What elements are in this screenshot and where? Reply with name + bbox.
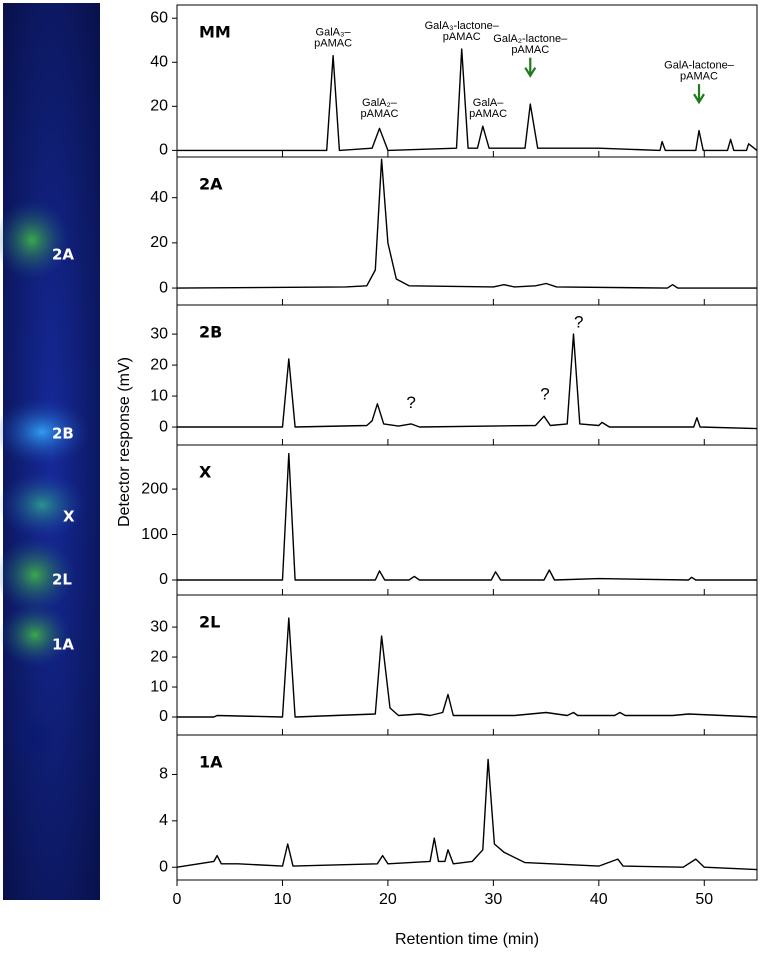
y-tick-label: 40 xyxy=(150,189,168,206)
annotation: pAMAC xyxy=(443,31,481,43)
x-axis-label: Retention time (min) xyxy=(395,931,539,948)
y-tick-label: 4 xyxy=(159,812,168,829)
gel-band xyxy=(0,471,86,539)
panel-frame xyxy=(176,156,758,306)
y-tick-label: 20 xyxy=(150,98,168,115)
x-tick-label: 10 xyxy=(274,891,292,908)
y-tick-label: 40 xyxy=(150,53,168,70)
panel-frame xyxy=(176,444,758,596)
y-tick-label: 30 xyxy=(150,618,168,635)
y-tick-label: 200 xyxy=(141,480,168,497)
panel: 0 20 40 2A xyxy=(150,156,758,306)
gel-band xyxy=(0,200,70,280)
annotation: pAMAC xyxy=(314,37,352,49)
y-tick-label: 8 xyxy=(159,766,168,783)
panel-frame xyxy=(176,304,758,446)
panel-title: 2L xyxy=(199,613,220,632)
annotation: GalA₂-lactone– xyxy=(493,33,568,45)
y-tick-label: 10 xyxy=(150,678,168,695)
y-tick-label: 20 xyxy=(150,648,168,665)
y-tick-label: 10 xyxy=(150,387,168,404)
trace xyxy=(177,452,757,581)
annotation: GalA₂– xyxy=(362,97,398,109)
panel-title: 2B xyxy=(199,323,222,342)
annotation: pAMAC xyxy=(361,108,399,120)
annotation: GalA₃– xyxy=(316,26,352,38)
trace xyxy=(176,158,757,289)
x-tick-label: 0 xyxy=(173,891,182,908)
y-tick-label: 0 xyxy=(159,571,168,588)
trace xyxy=(177,617,758,718)
y-tick-label: 30 xyxy=(150,325,168,342)
x-tick-label: 50 xyxy=(695,891,713,908)
y-tick-label: 0 xyxy=(159,279,168,296)
y-tick-label: 0 xyxy=(159,708,168,725)
annotation-arrowhead xyxy=(524,67,537,78)
annotation: ? xyxy=(406,393,415,412)
y-axis-label: Detector response (mV) xyxy=(116,357,133,527)
y-tick-label: 60 xyxy=(150,9,168,26)
annotation: GalA₃-lactone– xyxy=(425,20,500,32)
gel-label: 2B xyxy=(52,425,74,443)
panel-frame xyxy=(176,734,758,881)
annotation: ? xyxy=(574,313,583,332)
gel-band xyxy=(0,603,71,667)
annotation: pAMAC xyxy=(680,71,718,83)
panel: 0 100 200 X xyxy=(141,444,758,596)
y-tick-label: 20 xyxy=(150,356,168,373)
trace xyxy=(177,48,758,152)
y-tick-label: 0 xyxy=(159,418,168,435)
y-tick-label: 0 xyxy=(159,858,168,875)
annotation-arrowhead xyxy=(693,93,705,105)
annotation: pAMAC xyxy=(469,108,507,120)
gel-image: 2A 2B X 2L 1A xyxy=(0,3,100,900)
gel-label: 1A xyxy=(52,636,74,654)
y-tick-label: 20 xyxy=(150,234,168,251)
panel-frame xyxy=(176,594,758,736)
annotation: GalA– xyxy=(473,97,504,109)
annotation: pAMAC xyxy=(511,44,549,56)
panel-title: 2A xyxy=(199,175,223,194)
annotation: ? xyxy=(540,385,549,404)
x-tick-label: 40 xyxy=(590,891,608,908)
panel: 0 4 8 0 10 20 30 40 50 1A xyxy=(159,734,758,908)
y-tick-label: 100 xyxy=(141,526,168,543)
panel-title: 1A xyxy=(199,753,223,772)
panel-title: MM xyxy=(199,23,231,42)
gel-band xyxy=(8,712,56,764)
panel: 0 10 20 30 2B??? xyxy=(150,304,758,446)
annotation: GalA-lactone– xyxy=(664,60,735,72)
y-tick-label: 0 xyxy=(159,142,168,159)
x-tick-label: 20 xyxy=(379,891,397,908)
gel-label: X xyxy=(63,508,75,526)
x-tick-label: 30 xyxy=(484,891,502,908)
gel-band xyxy=(0,537,75,613)
gel-label: 2A xyxy=(52,246,74,264)
trace xyxy=(176,758,758,871)
trace xyxy=(177,333,758,430)
panel-title: X xyxy=(199,463,212,482)
panel: 0 10 20 30 2L xyxy=(150,594,758,736)
gel-band xyxy=(0,398,90,466)
gel-label: 2L xyxy=(52,571,72,589)
